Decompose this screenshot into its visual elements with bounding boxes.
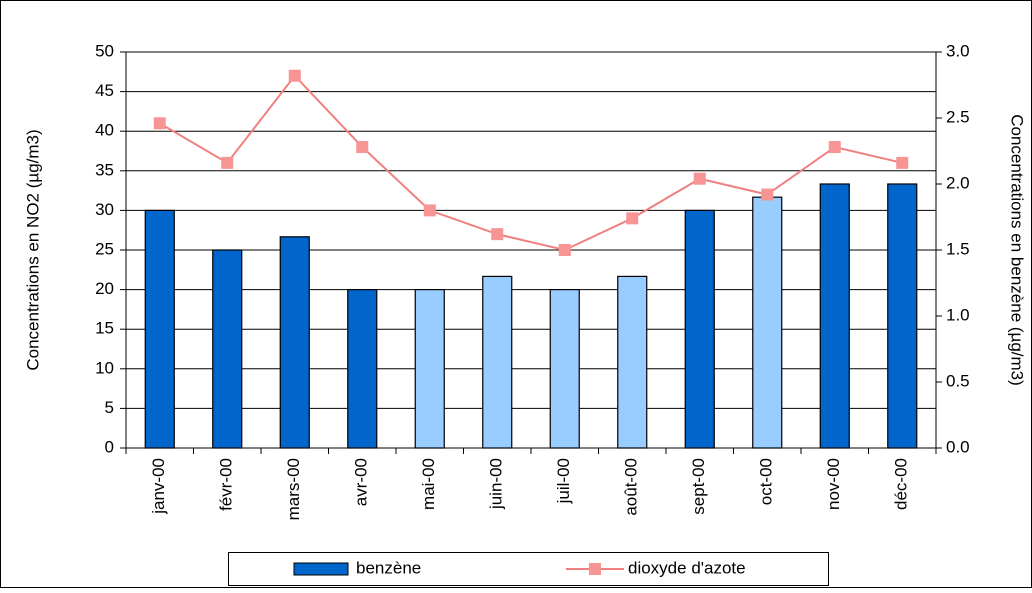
y-tick-label: 15 [95,319,114,338]
y-axis-label: Concentrations en NO2 (µg/m3) [23,129,42,370]
x-tick-label: févr-00 [217,458,236,511]
marker [356,141,369,154]
legend-marker [589,563,601,575]
y2-tick-label: 3.0 [946,41,970,60]
bar [482,275,513,449]
bar [414,289,445,449]
y-tick-label: 50 [95,41,114,60]
x-tick-label: sept-00 [689,458,708,515]
line [159,74,903,252]
x-tick-label: janv-00 [149,458,168,515]
y-tick-label: 40 [95,121,114,140]
x-tick-label: août-00 [622,458,641,516]
bar [549,289,580,449]
y-tick-label: 45 [95,81,114,100]
marker [491,228,504,241]
y-tick-label: 35 [95,160,114,179]
marker [828,141,841,154]
bar [684,209,715,449]
legend-label: benzène [356,558,421,577]
marker [221,156,234,169]
bar [617,275,648,449]
bar [279,236,310,449]
x-tick-label: oct-00 [757,458,776,505]
y-tick-label: 20 [95,279,114,298]
legend-label: dioxyde d'azote [628,558,746,577]
y2-tick-label: 1.0 [946,305,970,324]
y2-tick-label: 1.5 [946,239,970,258]
y-tick-label: 5 [105,398,114,417]
x-tick-label: nov-00 [824,458,843,510]
marker [153,117,166,130]
y-tick-label: 25 [95,239,114,258]
y-tick-label: 0 [105,437,114,456]
legend-swatch [293,562,349,576]
bar [752,196,783,449]
x-tick-label: juil-00 [554,458,573,504]
bar [347,289,378,449]
x-tick-label: déc-00 [892,458,911,510]
y2-tick-label: 2.0 [946,173,970,192]
x-tick-label: mars-00 [284,458,303,520]
y2-tick-label: 0.5 [946,371,970,390]
marker [761,188,774,201]
bar [887,183,918,449]
marker [896,156,909,169]
y2-tick-label: 0.0 [946,437,970,456]
bar [144,209,175,449]
y-tick-label: 10 [95,358,114,377]
y2-tick-label: 2.5 [946,107,970,126]
marker [626,212,639,225]
marker [423,204,436,217]
bar [212,249,243,449]
y2-axis-label: Concentrations en benzène (µg/m3) [1008,114,1027,386]
marker [693,172,706,185]
x-tick-label: juin-00 [487,458,506,510]
x-tick-label: mai-00 [419,458,438,510]
marker [558,244,571,256]
marker [288,69,301,82]
bar [819,183,850,449]
x-tick-label: avr-00 [352,458,371,506]
y-tick-label: 30 [95,200,114,219]
